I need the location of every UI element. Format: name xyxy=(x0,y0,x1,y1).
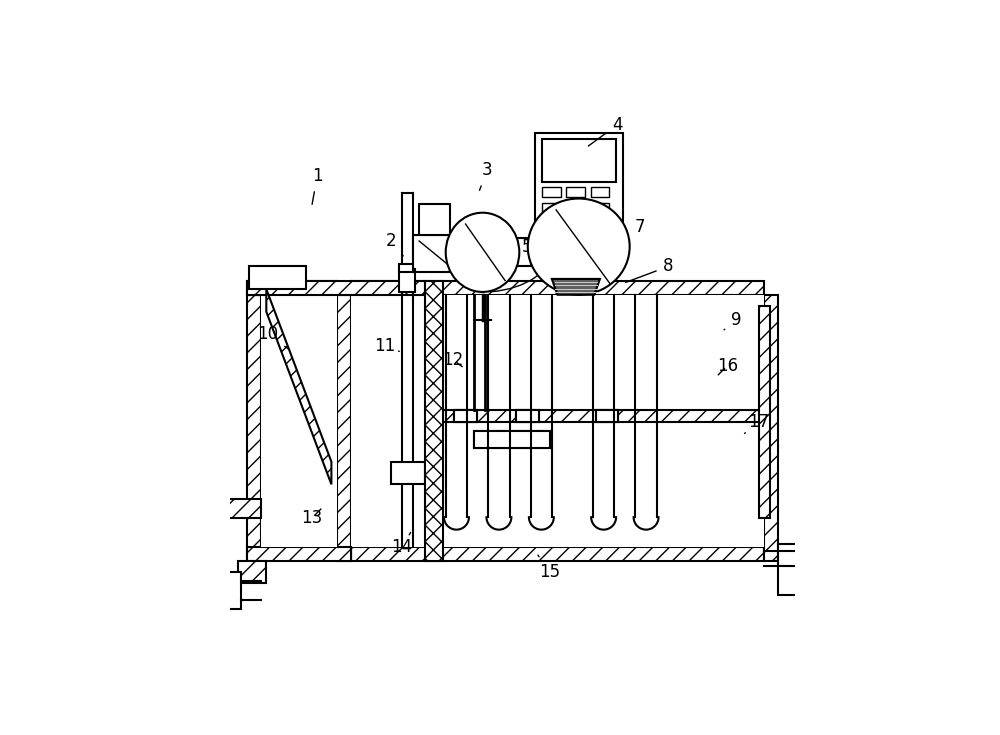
Bar xyxy=(443,409,764,422)
Bar xyxy=(764,295,778,561)
Text: 9: 9 xyxy=(724,311,741,330)
Bar xyxy=(204,572,241,609)
Bar xyxy=(247,295,261,561)
Bar xyxy=(247,547,351,561)
Bar xyxy=(425,281,443,561)
Polygon shape xyxy=(552,279,600,295)
Bar xyxy=(566,203,585,212)
Bar xyxy=(591,187,609,198)
Bar xyxy=(535,134,623,238)
Ellipse shape xyxy=(446,212,519,292)
Bar xyxy=(351,281,764,295)
Bar xyxy=(249,267,306,289)
Text: 11: 11 xyxy=(375,337,399,355)
Bar xyxy=(542,218,561,228)
Bar xyxy=(190,567,204,614)
Bar xyxy=(399,269,415,292)
Bar xyxy=(591,218,609,228)
Bar xyxy=(351,295,764,547)
Bar xyxy=(516,409,539,422)
Bar xyxy=(247,281,337,295)
Bar xyxy=(778,544,807,595)
Bar xyxy=(542,187,561,198)
Bar xyxy=(261,295,337,547)
Text: 13: 13 xyxy=(301,509,322,527)
Bar xyxy=(566,218,585,228)
Bar xyxy=(516,409,539,422)
Text: 17: 17 xyxy=(745,413,769,434)
Text: 8: 8 xyxy=(625,257,673,282)
Text: 16: 16 xyxy=(717,356,738,375)
Text: 4: 4 xyxy=(588,116,622,146)
Bar xyxy=(413,235,456,272)
Bar xyxy=(514,238,531,267)
Bar xyxy=(542,139,616,182)
Bar xyxy=(596,409,618,422)
Text: 15: 15 xyxy=(538,555,560,581)
Bar xyxy=(399,264,413,272)
Bar xyxy=(542,203,561,212)
Bar xyxy=(337,295,351,561)
Text: 6: 6 xyxy=(575,226,588,252)
Bar xyxy=(454,409,477,422)
Polygon shape xyxy=(213,498,261,518)
Bar xyxy=(419,204,450,235)
Bar xyxy=(759,306,770,518)
Bar xyxy=(454,409,477,422)
Ellipse shape xyxy=(528,198,630,295)
Text: 14: 14 xyxy=(392,532,413,556)
Text: 12: 12 xyxy=(442,351,464,369)
Text: 10: 10 xyxy=(257,326,290,350)
Bar xyxy=(566,187,585,198)
Text: 3: 3 xyxy=(480,161,492,190)
Bar xyxy=(474,431,550,448)
Bar xyxy=(238,561,266,584)
Text: 7: 7 xyxy=(629,218,645,244)
Bar xyxy=(391,462,425,484)
Bar xyxy=(596,409,618,422)
Text: 2: 2 xyxy=(386,232,403,256)
Bar xyxy=(247,281,425,295)
Bar xyxy=(474,431,550,448)
Text: 5: 5 xyxy=(517,237,532,264)
Bar xyxy=(351,547,764,561)
Text: 1: 1 xyxy=(312,167,323,204)
Polygon shape xyxy=(266,289,331,484)
Bar xyxy=(591,203,609,212)
